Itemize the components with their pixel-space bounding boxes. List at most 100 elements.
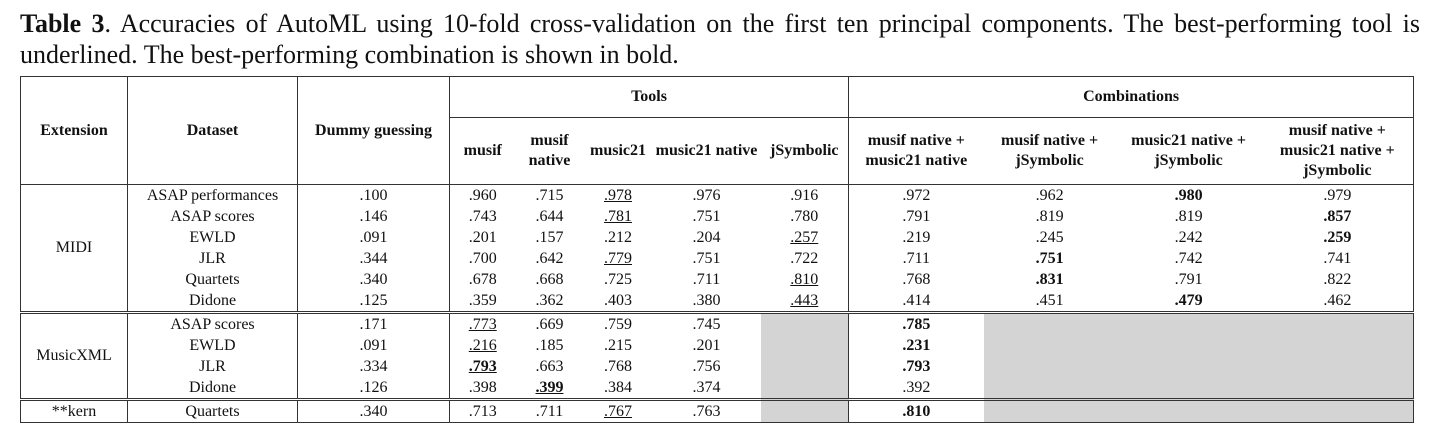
value-cell: .725 bbox=[604, 270, 632, 288]
empty-cell bbox=[1261, 398, 1414, 423]
value-text: .231 bbox=[902, 336, 931, 354]
header-cell: music21 native + jSymbolic bbox=[1115, 117, 1262, 185]
dataset-cell: EWLD bbox=[127, 335, 298, 356]
value-text: .810 bbox=[790, 270, 819, 288]
value-cell: .462 bbox=[1323, 291, 1352, 309]
value-cell: .201 bbox=[692, 336, 721, 354]
extension-cell: **kern bbox=[20, 398, 128, 423]
value-cell: .204 bbox=[692, 228, 721, 246]
header-cell: musif bbox=[449, 117, 516, 185]
empty-cell bbox=[760, 356, 850, 377]
caption-text: . Accuracies of AutoML using 10-fold cro… bbox=[20, 9, 1420, 69]
value-cell: .916 bbox=[760, 184, 850, 206]
value-cell: .756 bbox=[692, 357, 721, 375]
value-text: .793 bbox=[468, 357, 497, 375]
dummy-cell: .126 bbox=[297, 377, 450, 400]
value-cell: .711 bbox=[515, 398, 584, 423]
value-cell: .831 bbox=[984, 269, 1116, 290]
table-row: MIDI ASAP performances .100 .960 .715 .978 .97… bbox=[20, 184, 1414, 313]
value-cell: .212 bbox=[604, 228, 632, 246]
empty-cell bbox=[1261, 377, 1414, 400]
value-cell: .242 bbox=[1174, 228, 1203, 246]
value-cell: .781 bbox=[584, 206, 653, 227]
value-cell: .819 bbox=[1174, 207, 1203, 225]
header-group: Tools bbox=[449, 76, 850, 118]
table-row: EWLD .091 .201 .157 .212 .204 .257 .219 .245 .242… bbox=[21, 227, 1414, 248]
header-cell: music21 native bbox=[652, 117, 761, 185]
value-cell: .443 bbox=[760, 290, 850, 313]
value-cell: .768 bbox=[604, 357, 632, 375]
value-cell: .751 bbox=[692, 249, 721, 267]
value-cell: .759 bbox=[583, 311, 653, 335]
results-table: Extension Dataset Dummy guessing Tools C… bbox=[20, 76, 1415, 423]
empty-cell bbox=[1115, 335, 1262, 356]
dataset-cell: Quartets bbox=[127, 269, 298, 290]
value-cell: .663 bbox=[535, 357, 564, 375]
value-cell: .791 bbox=[1174, 270, 1203, 288]
value-text: .785 bbox=[902, 315, 931, 333]
dataset-cell: JLR bbox=[127, 356, 298, 377]
empty-cell bbox=[1261, 335, 1414, 356]
value-cell: .384 bbox=[604, 378, 632, 396]
value-cell: .219 bbox=[902, 228, 931, 246]
empty-cell bbox=[983, 311, 1116, 335]
value-cell: .819 bbox=[1035, 207, 1064, 225]
value-text: .399 bbox=[535, 378, 564, 396]
value-cell: .157 bbox=[535, 228, 564, 246]
header-cell: Dataset bbox=[127, 76, 298, 185]
header-cell: Extension bbox=[20, 76, 128, 185]
value-text: .216 bbox=[468, 336, 497, 354]
value-text: .479 bbox=[1174, 291, 1203, 309]
value-cell: .451 bbox=[1035, 291, 1064, 309]
value-cell: .793 bbox=[450, 356, 516, 377]
empty-cell bbox=[983, 377, 1116, 400]
dummy-cell: .334 bbox=[297, 356, 450, 377]
header-cell: musif native + music21 native + jSymboli… bbox=[1261, 117, 1414, 185]
value-cell: .642 bbox=[535, 249, 564, 267]
header-cell: musif native + music21 native bbox=[848, 117, 984, 185]
value-cell: .751 bbox=[692, 207, 721, 225]
value-text: .831 bbox=[1035, 270, 1064, 288]
value-text: .810 bbox=[902, 402, 931, 420]
value-cell: .669 bbox=[515, 311, 584, 335]
header-cell: music21 bbox=[583, 117, 653, 185]
caption-label: Table 3 bbox=[20, 9, 105, 38]
value-cell: .793 bbox=[849, 356, 984, 377]
table-row: ASAP scores .146 .743 .644 .781 .751 .780 .791.… bbox=[21, 206, 1414, 227]
caption: Table 3. Accuracies of AutoML using 10-f… bbox=[20, 8, 1420, 70]
value-cell: .399 bbox=[516, 377, 584, 400]
value-cell: .644 bbox=[535, 207, 564, 225]
value-cell: .711 bbox=[902, 249, 931, 267]
table-row: **kern Quartets .340.713.711 .767 .763 .810 bbox=[20, 398, 1414, 423]
value-cell: .479 bbox=[1116, 290, 1262, 313]
empty-cell bbox=[760, 335, 850, 356]
value-cell: .231 bbox=[849, 335, 984, 356]
value-cell: .779 bbox=[584, 248, 653, 269]
dummy-cell: .091 bbox=[297, 227, 450, 248]
empty-cell bbox=[1115, 398, 1262, 423]
value-text: .443 bbox=[790, 291, 819, 309]
empty-cell bbox=[1115, 356, 1262, 377]
value-cell: .359 bbox=[468, 291, 497, 309]
value-cell: .742 bbox=[1174, 249, 1203, 267]
value-cell: .216 bbox=[450, 335, 516, 356]
value-cell: .978 bbox=[584, 185, 653, 207]
value-text: .857 bbox=[1323, 207, 1352, 225]
dataset-cell: ASAP scores bbox=[127, 311, 298, 335]
value-cell: .722 bbox=[760, 248, 850, 269]
header-cell: musif native + jSymbolic bbox=[983, 117, 1116, 185]
dummy-cell: .091 bbox=[297, 335, 450, 356]
value-cell: .785 bbox=[848, 311, 984, 335]
value-cell: .791 bbox=[902, 207, 931, 225]
value-cell: .857 bbox=[1262, 206, 1414, 227]
table-row: MusicXML ASAP scores .171 .773 .669.759.745.… bbox=[20, 311, 1414, 400]
value-cell: .380 bbox=[692, 291, 721, 309]
value-text: .978 bbox=[604, 186, 632, 204]
value-cell: .767 bbox=[583, 398, 653, 423]
value-cell: .362 bbox=[535, 291, 564, 309]
dataset-cell: JLR bbox=[127, 248, 298, 269]
value-text: .773 bbox=[468, 315, 497, 333]
table-row: Didone .125 .359 .362 .403 .380 .443 .414 .451 .4… bbox=[21, 290, 1414, 313]
dummy-cell: .340 bbox=[297, 269, 450, 290]
empty-cell bbox=[760, 377, 850, 400]
